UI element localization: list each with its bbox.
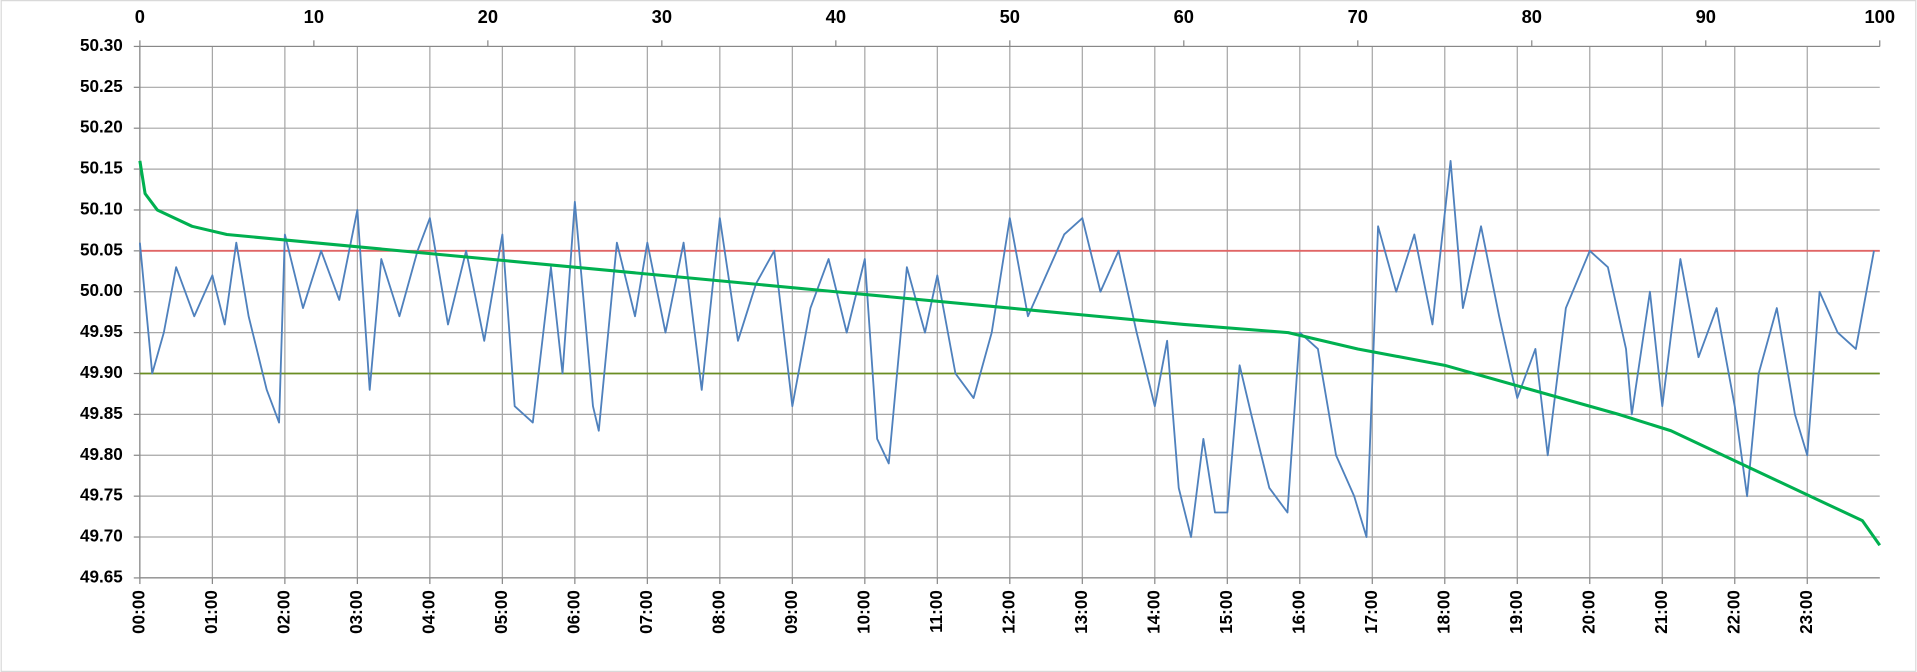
x2-tick-label: 0	[135, 6, 145, 27]
x-tick-label: 08:00	[709, 590, 728, 634]
x-tick-label: 22:00	[1724, 590, 1743, 634]
x2-tick-label: 10	[304, 6, 324, 27]
y-tick-label: 50.05	[80, 240, 123, 259]
x-tick-label: 23:00	[1797, 590, 1816, 634]
series-line	[138, 159, 1875, 538]
y-tick-label: 50.30	[80, 36, 123, 55]
x2-tick-label: 50	[1000, 6, 1020, 27]
y-tick-label: 49.85	[80, 404, 123, 423]
x-tick-label: 10:00	[854, 590, 873, 634]
x-tick-label: 21:00	[1652, 590, 1671, 634]
y-tick-label: 49.95	[80, 322, 123, 341]
y-tick-label: 49.70	[80, 527, 123, 546]
x-tick-label: 20:00	[1579, 590, 1598, 634]
x-tick-label: 15:00	[1217, 590, 1236, 634]
y-tick-label: 50.00	[80, 281, 123, 300]
x-tick-label: 03:00	[347, 590, 366, 634]
series-line	[138, 160, 1881, 547]
y-tick-label: 49.80	[80, 445, 123, 464]
x-tick-label: 18:00	[1434, 590, 1453, 634]
x-tick-label: 00:00	[129, 590, 148, 634]
x-tick-label: 16:00	[1289, 590, 1308, 634]
y-tick-label: 49.65	[80, 567, 123, 586]
x2-tick-label: 80	[1522, 6, 1542, 27]
x2-tick-label: 70	[1348, 6, 1368, 27]
x-tick-label: 19:00	[1507, 590, 1526, 634]
y-tick-label: 49.75	[80, 486, 123, 505]
x2-tick-label: 20	[478, 6, 498, 27]
x-tick-label: 14:00	[1144, 590, 1163, 634]
x-tick-label: 07:00	[637, 590, 656, 634]
y-tick-label: 50.10	[80, 199, 123, 218]
x-tick-label: 13:00	[1072, 590, 1091, 634]
x2-tick-label: 30	[652, 6, 672, 27]
x-tick-label: 12:00	[999, 590, 1018, 634]
y-tick-label: 50.20	[80, 118, 123, 137]
x2-tick-label: 40	[826, 6, 846, 27]
x-tick-label: 11:00	[927, 590, 946, 633]
x-tick-label: 06:00	[564, 590, 583, 634]
x-tick-label: 04:00	[419, 590, 438, 634]
x-tick-label: 05:00	[492, 590, 511, 634]
x-tick-label: 01:00	[202, 590, 221, 634]
x2-tick-label: 90	[1696, 6, 1716, 27]
y-tick-label: 50.25	[80, 77, 123, 96]
y-tick-label: 49.90	[80, 363, 123, 382]
x-tick-label: 17:00	[1362, 590, 1381, 634]
x2-tick-label: 60	[1174, 6, 1194, 27]
x-tick-label: 09:00	[782, 590, 801, 634]
x-tick-label: 02:00	[274, 590, 293, 634]
x2-tick-label: 100	[1864, 6, 1895, 27]
y-tick-label: 50.15	[80, 159, 123, 178]
